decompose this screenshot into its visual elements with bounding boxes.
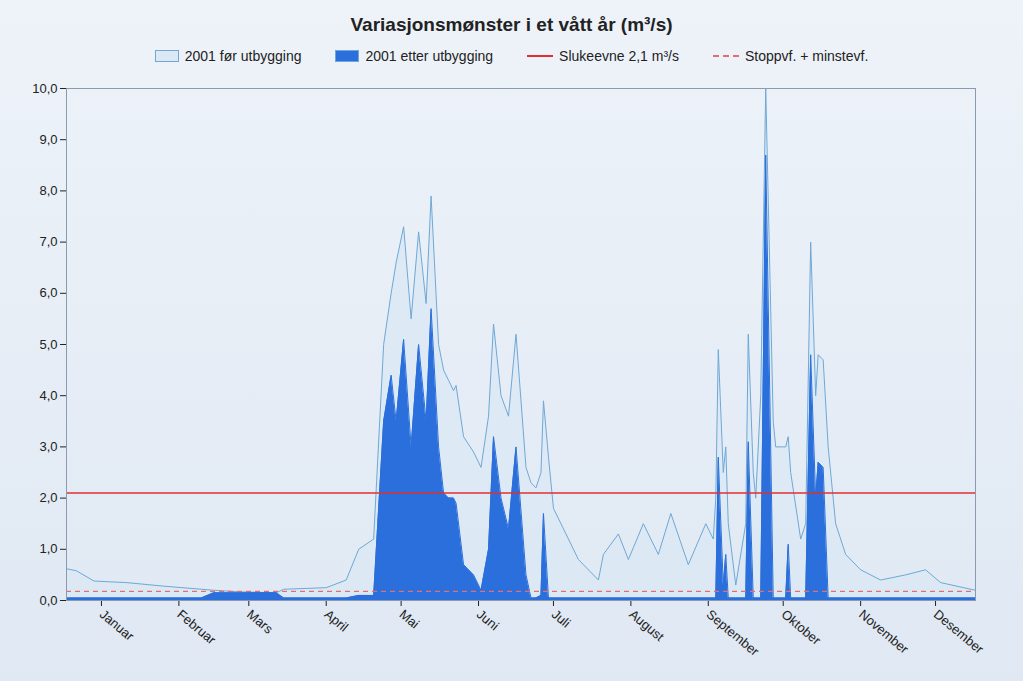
svg-text:4,0: 4,0 xyxy=(39,388,57,403)
svg-text:Mars: Mars xyxy=(244,607,276,637)
svg-text:April: April xyxy=(322,607,352,635)
svg-text:August: August xyxy=(626,607,667,645)
svg-text:3,0: 3,0 xyxy=(39,439,57,454)
svg-text:Februar: Februar xyxy=(174,607,219,648)
svg-text:Juni: Juni xyxy=(474,607,502,634)
svg-text:1,0: 1,0 xyxy=(39,541,57,556)
svg-text:2,0: 2,0 xyxy=(39,490,57,505)
svg-text:7,0: 7,0 xyxy=(39,234,57,249)
html-text:Slukeevne 2,1 m³/s: Slukeevne 2,1 m³/s xyxy=(559,48,679,64)
svg-text:November: November xyxy=(856,607,912,657)
svg-text:September: September xyxy=(704,607,763,660)
html-text:Stoppvf. + minstevf.: Stoppvf. + minstevf. xyxy=(745,48,869,64)
html-text:2001 etter utbygging: 2001 etter utbygging xyxy=(365,48,494,64)
svg-text:9,0: 9,0 xyxy=(39,132,57,147)
svg-text:Juli: Juli xyxy=(549,607,574,631)
svg-text:8,0: 8,0 xyxy=(39,183,57,198)
html-text:Variasjonsmønster i et vått år: Variasjonsmønster i et vått år (m³/s) xyxy=(350,14,673,35)
html-text:2001 før utbygging: 2001 før utbygging xyxy=(184,48,302,64)
svg-text:0,0: 0,0 xyxy=(39,593,57,608)
svg-text:Januar: Januar xyxy=(97,607,138,644)
svg-text:Mai: Mai xyxy=(397,607,423,632)
svg-text:Desember: Desember xyxy=(931,607,987,657)
svg-text:10,0: 10,0 xyxy=(32,81,57,96)
svg-text:6,0: 6,0 xyxy=(39,285,57,300)
svg-text:Oktober: Oktober xyxy=(779,607,825,649)
svg-text:5,0: 5,0 xyxy=(39,337,57,352)
